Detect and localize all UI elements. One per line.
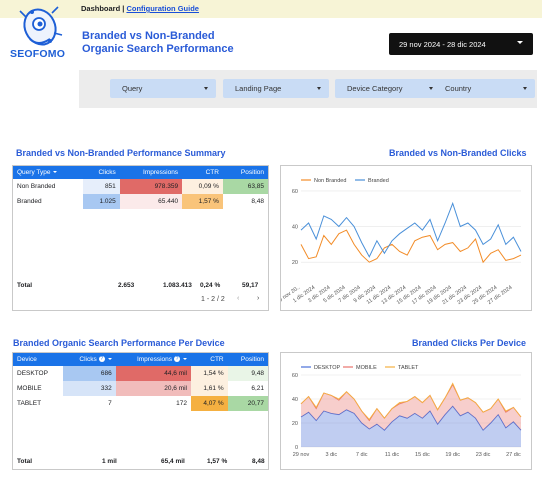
chevron-down-icon [517,41,523,44]
col-ctr[interactable]: CTR [191,353,228,366]
col-ctr[interactable]: CTR [182,166,223,179]
device-table-title: Branded Organic Search Performance Per D… [13,338,225,348]
clicks-chart-panel: 20 40 60 Non Branded Branded 29 nov 20.. 1 dic… [275,165,532,311]
breadcrumb-dashboard: Dashboard [81,4,121,13]
sort-icon [107,358,112,361]
page-title-line2: Organic Search Performance [82,43,234,55]
x-tick-label: 11 dic [385,452,400,458]
series-line-tablet [300,382,522,421]
total-impressions: 1.083.413 [163,282,192,289]
chevron-down-icon [204,87,208,90]
next-page-icon[interactable]: › [257,295,260,302]
y-tick-label: 20 [292,260,298,266]
chevron-down-icon [317,87,321,90]
total-clicks: 2.653 [118,282,135,289]
y-tick-label: 0 [295,445,298,451]
summary-title: Branded vs Non-Branded Performance Summa… [16,148,226,158]
device-chart-title: Branded Clicks Per Device [412,338,527,348]
date-range-value: 29 nov 2024 - 28 dic 2024 [399,39,486,49]
sort-icon [53,171,58,174]
total-position: 8,48 [252,458,265,465]
series-area-mobile [301,384,521,431]
x-tick-label: 29 nov [293,452,310,458]
col-impressions[interactable]: Impressions? [115,353,191,366]
total-position: 59,17 [242,282,259,289]
summary-table: Query Type Clicks Impressions CTR Positi… [12,165,269,311]
x-tick-label: 23 dic [476,452,491,458]
total-label: Total [17,458,33,465]
help-icon: ? [98,356,105,363]
filter-country[interactable]: Country [433,79,535,98]
col-device[interactable]: Device [13,353,64,366]
page-title: Branded vs Non-Branded Organic Search Pe… [82,30,234,56]
prev-page-icon[interactable]: ‹ [237,295,240,302]
total-impressions: 65,4 mil [161,458,185,465]
series-line-branded [300,201,522,258]
series-line-non-branded [300,229,522,264]
device-table: Device Clicks? Impressions? CTR Position… [12,352,269,470]
filter-device-category[interactable]: Device Category [335,79,441,98]
legend-label: DESKTOP [314,365,341,371]
filter-query[interactable]: Query [110,79,216,98]
sort-icon [183,358,187,361]
total-clicks: 1 mil [102,458,117,465]
total-ctr: 0,24 % [200,282,221,289]
page-title-line1: Branded vs Non-Branded [82,30,215,42]
col-clicks[interactable]: Clicks? [63,353,116,366]
col-clicks[interactable]: Clicks [83,166,120,179]
top-bar [0,0,542,18]
filter-landing-page[interactable]: Landing Page [223,79,329,98]
pagination-info: 1 - 2 / 2 [201,296,225,303]
col-position[interactable]: Position [222,166,268,179]
col-impressions[interactable]: Impressions [119,166,183,179]
logo-text: SEOFOMO [10,48,66,60]
series-line-desktop [300,405,522,431]
configuration-guide-link[interactable]: Configuration Guide [126,4,199,13]
legend-label: Non Branded [314,178,346,184]
breadcrumb: Dashboard | Configuration Guide [81,4,199,13]
total-label: Total [17,282,33,289]
legend-label: TABLET [398,365,419,371]
y-tick-label: 60 [292,373,298,379]
device-area-chart: 0 20 40 60 DESKTOP MOBILE TABLET 29 nov 3 dic 7 d… [292,365,522,458]
table-row: MOBILE 332 20,6 mil 1,61 % 6,21 [13,381,268,396]
y-tick-label: 60 [292,189,298,195]
x-tick-label: 27 dic [506,452,521,458]
date-range-picker[interactable]: 29 nov 2024 - 28 dic 2024 [389,33,533,55]
help-icon: ? [174,356,180,363]
table-row: Non Branded 851 978.359 0,09 % 63,85 [13,179,268,194]
x-tick-label: 15 dic [415,452,430,458]
y-tick-label: 20 [292,421,298,427]
clicks-chart-title: Branded vs Non-Branded Clicks [389,148,527,158]
chevron-down-icon [429,87,433,90]
chevron-down-icon [523,87,527,90]
y-tick-label: 40 [292,225,298,231]
total-ctr: 1,57 % [207,458,228,465]
device-chart-panel: 0 20 40 60 DESKTOP MOBILE TABLET 29 nov 3 dic 7 d… [280,352,532,470]
x-tick-label: 3 dic [326,452,338,458]
seofomo-logo-icon [19,6,63,46]
col-query-type[interactable]: Query Type [13,166,84,179]
legend-label: MOBILE [356,365,377,371]
x-tick-label: 7 dic [356,452,368,458]
table-row: DESKTOP 686 44,6 mil 1,54 % 9,48 [13,366,268,381]
col-position[interactable]: Position [227,353,268,366]
x-tick-label: 19 dic [445,452,460,458]
y-tick-label: 40 [292,397,298,403]
legend-label: Branded [368,178,389,184]
table-row: Branded 1.025 65.440 1,57 % 8,48 [13,194,268,209]
table-row: TABLET 7 172 4,07 % 20,77 [13,396,268,411]
